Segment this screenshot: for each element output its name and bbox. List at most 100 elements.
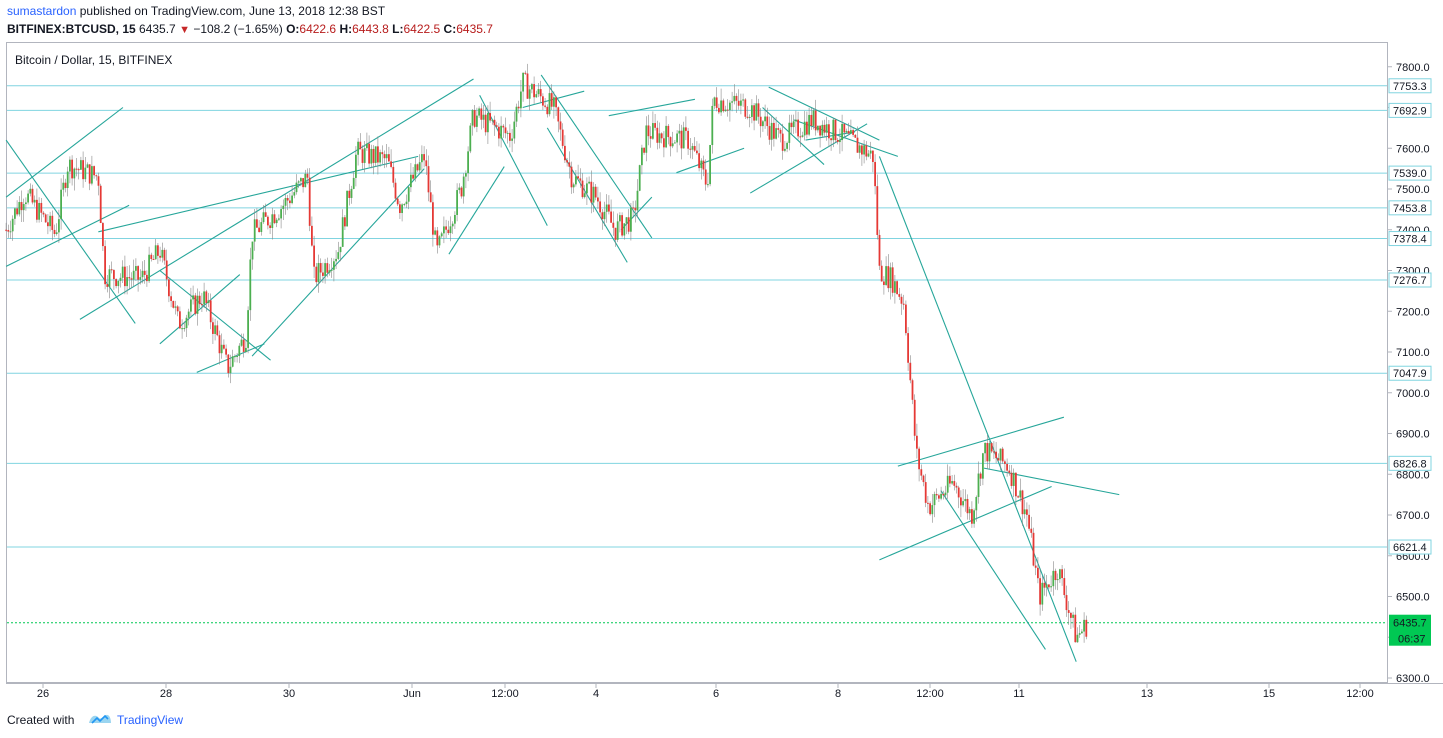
candle-body: [931, 505, 934, 515]
candle-body: [537, 89, 540, 95]
candle-body: [66, 171, 69, 189]
candle-body: [196, 295, 199, 314]
level-label-box: [1388, 365, 1432, 381]
candle-body: [513, 121, 516, 139]
candle-body: [539, 89, 542, 97]
author-link[interactable]: sumastardon: [7, 4, 77, 18]
candle-body: [729, 102, 731, 111]
candle-body: [161, 249, 164, 258]
candle-body: [836, 140, 839, 143]
candle-body: [751, 105, 753, 117]
candle-body: [225, 348, 227, 355]
candle-body: [823, 124, 826, 133]
candle-body: [858, 145, 861, 153]
trendlines: [5, 74, 1120, 662]
candle-body: [839, 140, 841, 143]
candle-body: [1017, 496, 1019, 498]
candle-body: [885, 266, 887, 285]
candle-body: [300, 178, 302, 182]
candle-body: [86, 164, 89, 168]
candle-body: [396, 198, 399, 205]
candle-body: [1010, 472, 1013, 486]
x-tick-label: 12:00: [491, 688, 519, 700]
candle-body: [236, 356, 238, 358]
x-tick-label: 11: [1013, 688, 1024, 700]
candle-body: [845, 130, 848, 133]
candle-body: [363, 148, 366, 163]
candle-body: [491, 119, 494, 121]
candle-body: [652, 123, 654, 139]
candle-body: [920, 469, 923, 476]
candle-body: [1048, 584, 1050, 588]
candle-body: [234, 356, 236, 358]
candle-body: [207, 300, 210, 303]
candle-body: [306, 173, 309, 178]
candle-body: [476, 115, 478, 127]
footer: Created with TradingView: [0, 700, 1443, 738]
candle-body: [863, 145, 865, 155]
close-value: 6435.7: [456, 22, 493, 36]
candle-body: [564, 145, 566, 161]
candle-body: [1028, 514, 1030, 529]
candle-body: [570, 166, 573, 188]
candle-body: [311, 225, 313, 246]
candle-body: [1072, 614, 1074, 618]
candle-body: [148, 254, 150, 282]
candle-body: [828, 124, 830, 139]
candle-body: [1045, 584, 1048, 588]
candle-body: [889, 267, 892, 289]
candle-body: [469, 125, 472, 152]
candle-body: [126, 277, 128, 287]
candle-body: [150, 254, 153, 260]
candle-body: [704, 169, 707, 185]
candle-body: [740, 100, 742, 106]
candle-body: [110, 269, 113, 271]
candle-body: [319, 263, 322, 273]
price-chart[interactable]: 6300.06400.06500.06600.06700.06800.06900…: [0, 0, 1443, 700]
candle-body: [803, 121, 806, 136]
y-tick-label: 7000.0: [1396, 388, 1430, 400]
candle-body: [962, 501, 964, 506]
candle-body: [1061, 569, 1063, 579]
countdown-label: 06:37: [1398, 634, 1426, 646]
tradingview-link[interactable]: TradingView: [117, 713, 184, 727]
candle-body: [11, 218, 14, 232]
candle-body: [1050, 586, 1052, 588]
candle-body: [742, 99, 744, 101]
level-label-box: [1388, 272, 1432, 288]
candle-body: [53, 229, 56, 234]
candle-body: [315, 266, 318, 283]
candle-body: [403, 204, 406, 206]
candle-body: [623, 223, 626, 236]
level-label: 7378.4: [1393, 234, 1427, 246]
candle-body: [1015, 472, 1017, 497]
candle-body: [984, 442, 986, 454]
candle-body: [722, 100, 725, 112]
candle-body: [245, 347, 247, 352]
candle-body: [808, 114, 810, 135]
candle-body: [986, 442, 989, 462]
candle-body: [154, 245, 157, 260]
candle-body: [1039, 578, 1041, 605]
candle-body: [337, 252, 340, 259]
candle-body: [792, 121, 795, 128]
candle-body: [414, 164, 417, 179]
candle-body: [84, 167, 87, 180]
candle-body: [801, 135, 804, 137]
trendline: [940, 490, 1046, 650]
candle-body: [139, 277, 142, 280]
candle-body: [93, 166, 95, 176]
candle-body: [355, 154, 357, 178]
candle-body: [610, 211, 612, 223]
candle-body: [843, 123, 846, 133]
candle-body: [22, 204, 25, 211]
candle-body: [16, 208, 18, 215]
candle-body: [630, 207, 632, 232]
candle-body: [278, 218, 280, 220]
candle-body: [269, 225, 271, 228]
candle-body: [960, 497, 962, 506]
candle-body: [330, 269, 333, 271]
candle-body: [399, 204, 401, 214]
candle-body: [795, 119, 797, 122]
candle-body: [696, 150, 698, 154]
